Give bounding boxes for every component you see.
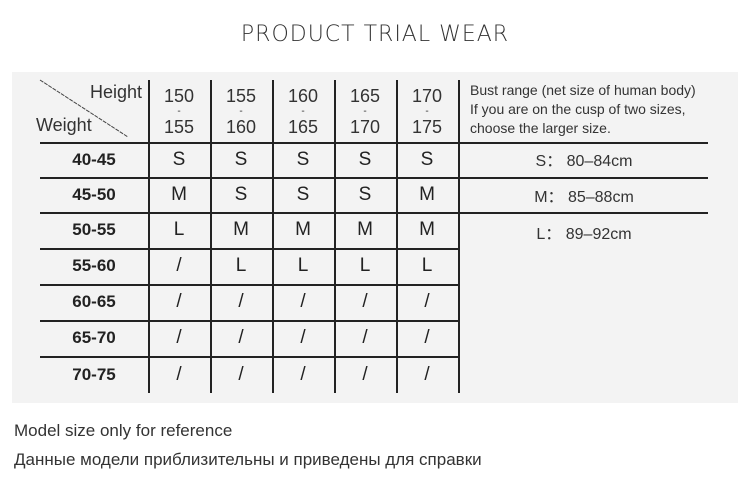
height-to: 170	[349, 117, 381, 137]
page-title: PRODUCT TRIAL WEAR	[240, 22, 510, 47]
size-cell: /	[300, 363, 306, 385]
range-dash: -	[301, 106, 305, 117]
size-cell: /	[176, 255, 182, 276]
height-to: 155	[163, 117, 195, 137]
range-dash: -	[239, 106, 243, 117]
footer-note-ru: Данные модели приблизительны и приведены…	[14, 450, 482, 469]
height-label: Height	[89, 81, 142, 102]
size-cell: /	[300, 327, 306, 348]
size-cell: L	[359, 255, 371, 276]
weight-range: 70-75	[72, 364, 116, 384]
column-divider	[210, 80, 212, 393]
size-cell: /	[362, 291, 368, 312]
column-divider	[458, 80, 460, 393]
row-divider	[40, 177, 708, 179]
size-cell: L	[173, 219, 185, 240]
size-cell: M	[357, 219, 373, 240]
size-cell: /	[176, 291, 182, 312]
size-cell: /	[238, 327, 244, 348]
height-to: 160	[225, 117, 257, 137]
height-from: 155	[225, 86, 257, 106]
height-from: 150	[163, 86, 195, 106]
note-line: choose the larger size.	[470, 120, 611, 136]
row-divider	[40, 320, 458, 322]
note-line: If you are on the cusp of two sizes,	[470, 101, 686, 117]
size-cell: S	[234, 148, 248, 170]
range-dash: -	[425, 106, 429, 117]
weight-range: 60-65	[72, 292, 116, 311]
height-from: 160	[287, 86, 319, 106]
range-dash: -	[177, 106, 181, 117]
size-cell: L	[421, 255, 433, 276]
size-cell: /	[424, 327, 430, 348]
size-cell: /	[238, 363, 244, 385]
weight-label: Weight	[36, 114, 92, 135]
height-range: 150-155	[148, 86, 210, 140]
size-cell: M	[171, 183, 187, 205]
size-cell: L	[297, 255, 309, 276]
size-cell: S	[358, 148, 372, 170]
height-range: 170-175	[396, 86, 458, 140]
bust-range-l: L： 89–92cm	[536, 226, 632, 243]
column-divider	[148, 80, 150, 393]
size-cell: /	[362, 327, 368, 348]
size-cell: /	[362, 363, 368, 385]
height-to: 175	[411, 117, 443, 137]
size-chart-panel	[12, 72, 738, 403]
weight-range: 45-50	[72, 184, 116, 204]
size-cell: /	[424, 291, 430, 312]
height-range: 165-170	[334, 86, 396, 140]
bust-note: Bust range (net size of human body) If y…	[470, 81, 696, 138]
bust-range-s: S： 80–84cm	[535, 153, 633, 170]
bust-range-m: M： 85–88cm	[534, 189, 634, 206]
column-divider	[334, 80, 336, 393]
row-divider	[40, 284, 458, 286]
weight-range: 55-60	[72, 256, 116, 275]
column-divider	[396, 80, 398, 393]
range-dash: -	[363, 106, 367, 117]
height-to: 165	[287, 117, 319, 137]
size-cell: S	[234, 183, 248, 205]
size-cell: S	[172, 148, 186, 170]
size-cell: /	[176, 363, 182, 385]
size-cell: S	[358, 183, 372, 205]
size-cell: M	[233, 219, 249, 240]
height-from: 165	[349, 86, 381, 106]
weight-range: 40-45	[72, 149, 116, 169]
size-cell: M	[419, 183, 435, 205]
size-cell: S	[296, 148, 310, 170]
size-cell: /	[424, 363, 430, 385]
weight-range: 65-70	[72, 328, 116, 347]
height-range: 160-165	[272, 86, 334, 140]
row-divider	[40, 356, 458, 358]
row-divider	[40, 248, 458, 250]
size-cell: S	[420, 148, 434, 170]
size-cell: /	[300, 291, 306, 312]
footer-note-en: Model size only for reference	[14, 421, 233, 440]
size-cell: S	[296, 183, 310, 205]
size-cell: M	[295, 219, 311, 240]
size-cell: L	[235, 255, 247, 276]
size-cell: /	[176, 327, 182, 348]
note-line: Bust range (net size of human body)	[470, 82, 696, 98]
row-divider	[40, 142, 708, 144]
size-cell: /	[238, 291, 244, 312]
row-divider	[40, 212, 708, 214]
height-range: 155-160	[210, 86, 272, 140]
weight-range: 50-55	[72, 220, 116, 239]
height-from: 170	[411, 86, 443, 106]
column-divider	[272, 80, 274, 393]
size-cell: M	[419, 219, 435, 240]
